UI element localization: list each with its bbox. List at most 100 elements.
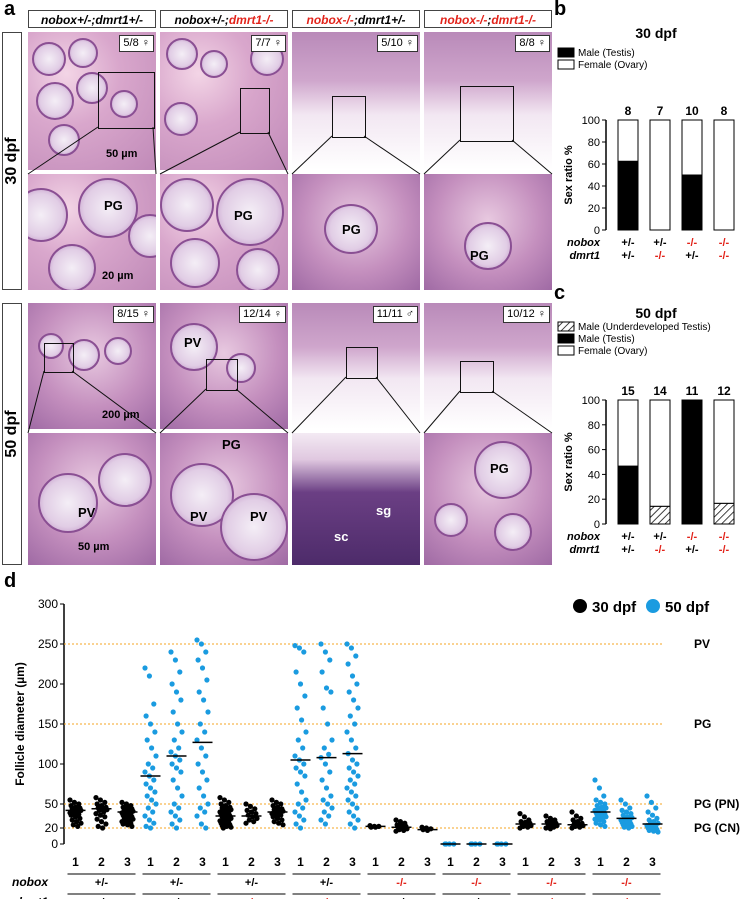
inset-box	[98, 72, 155, 129]
data-point	[621, 824, 627, 830]
data-point	[247, 803, 253, 809]
oocyte-shape	[200, 50, 228, 78]
data-point	[296, 645, 302, 651]
connector-line	[491, 390, 553, 434]
pv-label: PV	[78, 505, 96, 520]
col4-dmrt1: dmrt1-/-	[491, 13, 536, 27]
y-tick-label: 80	[588, 137, 600, 149]
data-point	[596, 785, 603, 791]
oocyte-shape	[48, 244, 96, 290]
data-point	[578, 815, 584, 821]
data-point	[72, 814, 79, 820]
data-point	[176, 745, 182, 751]
inset-box	[460, 86, 514, 142]
bar-segment	[649, 399, 671, 507]
data-point	[320, 705, 326, 711]
genotype-nobox-label: -/-	[687, 531, 698, 543]
data-point	[198, 745, 204, 751]
data-point	[644, 793, 650, 799]
column-header-2: nobox+/-;dmrt1-/-	[160, 10, 288, 28]
data-point	[577, 824, 583, 830]
data-point	[102, 799, 108, 805]
data-point	[351, 769, 357, 775]
data-point	[322, 761, 328, 767]
data-point	[143, 781, 149, 787]
fish-number-label: 1	[372, 855, 379, 869]
y-axis-label: Follicle diameter (µm)	[13, 662, 27, 786]
legend-swatch	[557, 59, 575, 70]
y-tick-label: 60	[588, 445, 600, 457]
fish-number-label: 3	[649, 855, 656, 869]
genotype-row-label-nobox: nobox	[567, 531, 601, 543]
data-point	[217, 795, 223, 801]
data-point	[393, 817, 399, 823]
data-point	[547, 826, 554, 832]
data-point	[326, 813, 332, 819]
connector-line	[423, 139, 461, 175]
data-point	[177, 757, 183, 763]
data-point	[152, 789, 158, 795]
oocyte-shape	[220, 493, 288, 561]
data-point	[320, 797, 326, 803]
col1-dmrt1: dmrt1+/-	[95, 13, 144, 27]
data-point	[119, 799, 125, 805]
data-point	[329, 737, 335, 743]
data-point	[98, 819, 105, 825]
data-point	[623, 809, 630, 815]
micrograph-30dpf-zoom-4: PG	[424, 174, 552, 290]
connector-line	[291, 135, 333, 175]
data-point	[596, 817, 603, 823]
genotype-dmrt1-label: -/-	[621, 897, 632, 899]
y-tick-label: 100	[582, 395, 600, 407]
col3-sep: ;	[353, 13, 358, 27]
data-point	[602, 801, 608, 807]
oocyte-shape	[68, 38, 98, 68]
genotype-dmrt1-label: +/-	[95, 897, 108, 899]
pv-label: PV	[184, 335, 202, 350]
fish-number-label: 2	[623, 855, 630, 869]
data-point	[626, 825, 632, 831]
data-point	[569, 809, 575, 815]
data-point	[271, 819, 277, 825]
data-point	[354, 681, 360, 687]
column-header-4: nobox-/-;dmrt1-/-	[424, 10, 552, 28]
genotype-dmrt1-label: -/-	[655, 250, 666, 262]
oocyte-shape	[78, 178, 138, 238]
data-point	[151, 820, 157, 826]
connector-line	[71, 370, 157, 434]
data-point	[172, 657, 178, 663]
scale-bar-label: 20 µm	[102, 270, 134, 282]
fish-number-label: 1	[447, 855, 454, 869]
micrograph-50dpf-overview-4: 10/12 ♀	[424, 303, 552, 429]
data-point	[124, 822, 131, 828]
data-point	[592, 816, 598, 822]
data-point	[194, 813, 200, 819]
bar-n-label: 14	[653, 384, 667, 398]
legend-swatch	[557, 333, 575, 344]
data-point	[129, 823, 135, 829]
genotype-dmrt1-label: -/-	[546, 897, 557, 899]
y-tick-label: 300	[38, 597, 58, 611]
inset-box	[206, 359, 238, 391]
oocyte-shape	[32, 42, 66, 76]
data-point	[547, 815, 554, 821]
data-point	[346, 689, 352, 695]
data-point	[303, 729, 309, 735]
oocyte-shape	[170, 323, 218, 371]
micrograph-50dpf-zoom-3: sg sc	[292, 433, 420, 565]
data-point	[424, 827, 431, 833]
data-point	[321, 745, 327, 751]
data-point	[297, 769, 304, 775]
oocyte-shape	[98, 453, 152, 507]
data-point	[144, 737, 150, 743]
genotype-dmrt1-label: -/-	[321, 897, 332, 899]
chart-d-follicle-diameter: 0 20 50 100 150 200 250 300 Follicle diameter (µ…	[12, 597, 740, 899]
data-point	[372, 824, 379, 830]
legend-swatch	[557, 321, 575, 332]
genotype-nobox-label: +/-	[653, 531, 666, 543]
chart-title: 50 dpf	[635, 305, 677, 321]
data-point	[348, 789, 354, 795]
connector-line	[235, 388, 289, 434]
data-point	[602, 823, 608, 829]
data-point	[325, 801, 331, 807]
